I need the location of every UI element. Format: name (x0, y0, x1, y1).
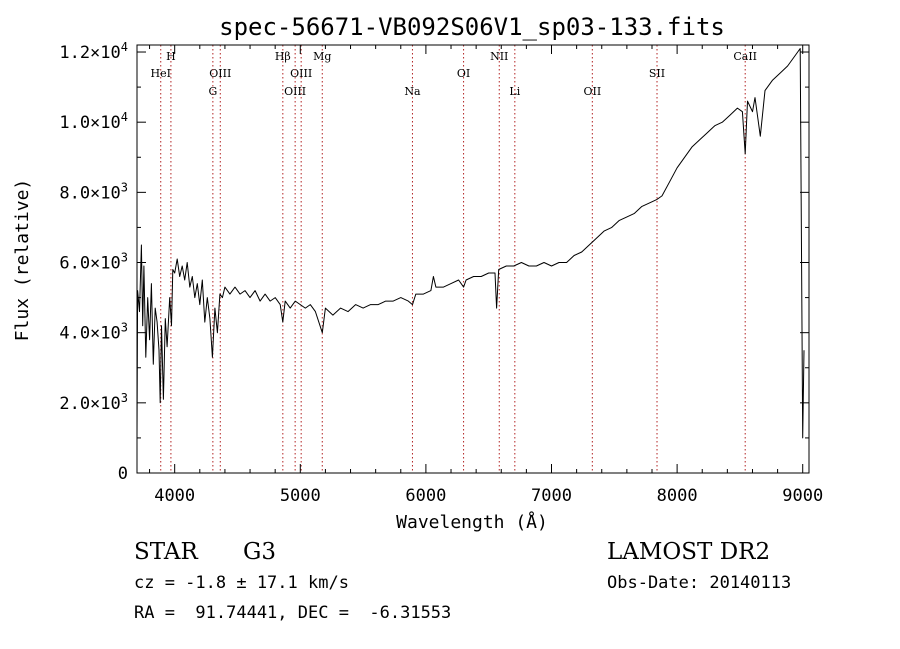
line-marker-label: OII (583, 85, 601, 98)
line-marker-label: HeI (151, 67, 171, 80)
line-marker-label: CaII (733, 50, 757, 63)
y-tick-label: 4.0×103 (59, 321, 128, 344)
line-marker-label: OIII (284, 85, 306, 98)
line-marker-label: SII (649, 67, 665, 80)
x-axis: 4000 5000 6000 7000 8000 9000 (149, 45, 823, 506)
spectrum-series (136, 48, 805, 439)
y-axis-label: Flux (relative) (12, 179, 33, 342)
obs-date-text: Obs-Date: 20140113 (607, 573, 792, 593)
line-marker-label: OIII (290, 67, 312, 80)
y-axis: 0 2.0×103 4.0×103 6.0×103 8.0×103 1.0×104 1.2×… (59, 40, 809, 484)
redshift-text: cz = -1.8 ± 17.1 km/s (134, 573, 349, 593)
line-marker-label: OIII (209, 67, 231, 80)
line-marker-label: OI (457, 67, 470, 80)
y-tick-label: 2.0×103 (59, 391, 128, 414)
x-tick-label: 5000 (280, 486, 321, 506)
chart-title: spec-56671-VB092S06V1_sp03-133.fits (219, 13, 725, 41)
x-axis-label: Wavelength (Å) (396, 511, 548, 533)
plot-frame (136, 44, 810, 474)
line-marker-label: Mg (313, 50, 331, 63)
y-tick-label: 1.0×104 (59, 110, 128, 133)
x-tick-label: 7000 (531, 486, 572, 506)
x-tick-label: 8000 (657, 486, 698, 506)
y-tick-label: 8.0×103 (59, 180, 128, 203)
line-marker-label: Na (404, 85, 421, 98)
line-marker-label: G (208, 85, 217, 98)
line-marker-label: H (166, 50, 176, 63)
object-subclass: G3 (243, 539, 277, 565)
line-marker-label: Hβ (275, 50, 291, 63)
x-tick-label: 9000 (782, 486, 823, 506)
survey-name: LAMOST DR2 (607, 539, 771, 565)
x-tick-label: 4000 (154, 486, 195, 506)
x-tick-label: 6000 (405, 486, 446, 506)
coordinates-text: RA = 91.74441, DEC = -6.31553 (134, 603, 452, 623)
line-marker-label: Li (509, 85, 520, 98)
object-class: STAR (134, 539, 198, 565)
y-tick-label: 6.0×103 (59, 251, 128, 274)
spectrum-line-0 (136, 48, 805, 439)
y-tick-label: 1.2×104 (59, 40, 128, 63)
line-marker-label: NII (490, 50, 508, 63)
y-tick-label: 0 (118, 464, 128, 484)
